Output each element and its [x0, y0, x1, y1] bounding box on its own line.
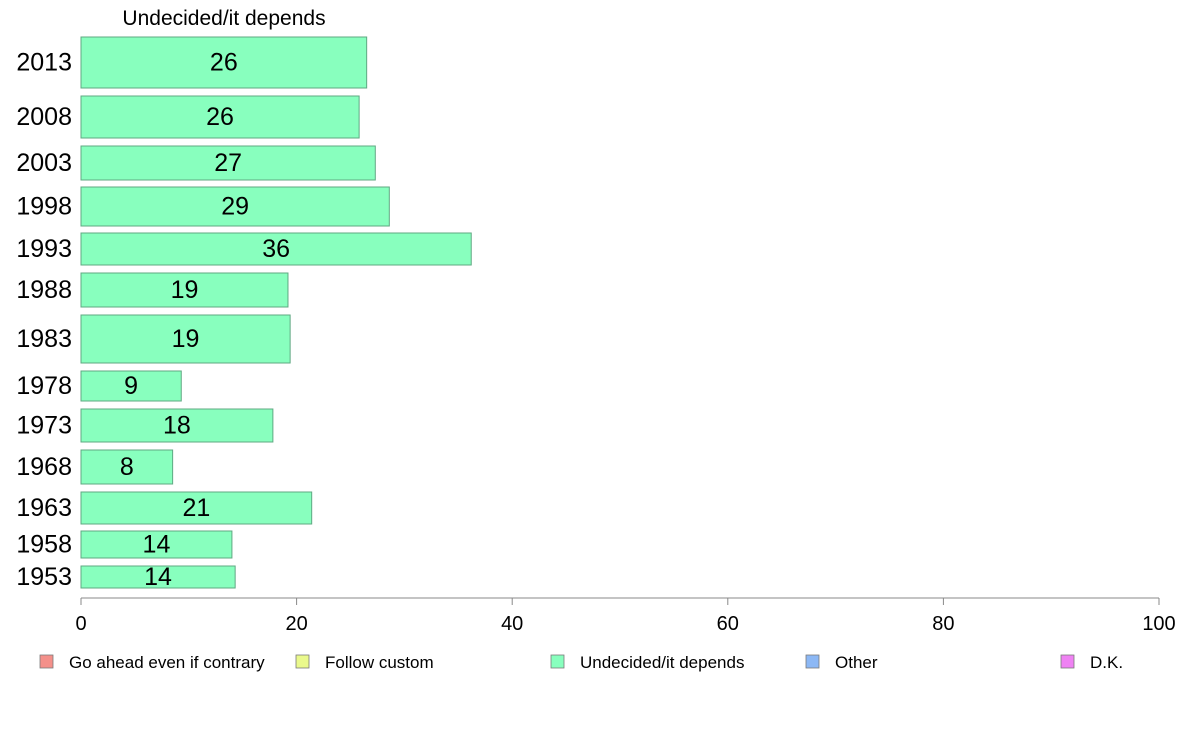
chart-title: Undecided/it depends [122, 7, 325, 30]
bar-2003 [80, 145, 376, 181]
category-label-1993: 1993 [16, 235, 72, 263]
bar-1968 [80, 449, 174, 485]
bar-1978 [80, 370, 182, 402]
legend-label-0: Go ahead even if contrary [69, 653, 265, 672]
value-label-1993: 36 [262, 235, 290, 263]
legend: Go ahead even if contrary Follow custom Un… [39, 653, 1123, 672]
value-label-1968: 8 [120, 453, 134, 481]
legend-swatch-3 [805, 654, 820, 669]
bar-1973 [80, 408, 274, 443]
bar-1988 [80, 272, 289, 308]
value-label-2008: 26 [206, 103, 234, 131]
category-label-1998: 1998 [16, 193, 72, 221]
category-label-1968: 1968 [16, 453, 72, 481]
category-label-2013: 2013 [16, 49, 72, 77]
category-label-1973: 1973 [16, 412, 72, 440]
x-tick-label-40: 40 [501, 613, 523, 635]
x-tick-label-0: 0 [75, 613, 86, 635]
legend-swatch-0 [39, 654, 54, 669]
legend-swatch-4 [1060, 654, 1075, 669]
legend-label-2: Undecided/it depends [580, 653, 744, 672]
category-label-2003: 2003 [16, 149, 72, 177]
category-label-1983: 1983 [16, 325, 72, 353]
value-label-1983: 19 [172, 325, 200, 353]
value-label-1953: 14 [144, 563, 172, 591]
x-axis: 0 20 40 60 80 100 [75, 597, 1176, 635]
legend-label-1: Follow custom [325, 653, 434, 672]
value-label-2013: 26 [210, 49, 238, 77]
value-label-1958: 14 [143, 531, 171, 559]
category-label-1958: 1958 [16, 531, 72, 559]
value-label-2003: 27 [214, 149, 242, 177]
x-tick-label-100: 100 [1142, 613, 1175, 635]
bar-1993 [80, 232, 472, 266]
category-label-1978: 1978 [16, 372, 72, 400]
category-label-1963: 1963 [16, 494, 72, 522]
x-tick-label-20: 20 [285, 613, 307, 635]
bar-1958 [80, 530, 233, 559]
bar-2008 [80, 95, 360, 139]
legend-swatch-1 [295, 654, 310, 669]
value-label-1988: 19 [171, 276, 199, 304]
bar-1998 [80, 186, 390, 227]
bar-1983 [80, 314, 291, 364]
legend-label-4: D.K. [1090, 653, 1123, 672]
bar-2013 [80, 36, 368, 89]
legend-swatch-2 [550, 654, 565, 669]
value-label-1973: 18 [163, 412, 191, 440]
category-label-1953: 1953 [16, 563, 72, 591]
value-label-1978: 9 [124, 372, 138, 400]
bar-1953 [80, 565, 236, 589]
bar-1963 [80, 491, 313, 525]
category-label-1988: 1988 [16, 276, 72, 304]
category-label-2008: 2008 [16, 103, 72, 131]
value-label-1998: 29 [221, 193, 249, 221]
legend-label-3: Other [835, 653, 878, 672]
value-label-1963: 21 [182, 494, 210, 522]
x-tick-label-80: 80 [932, 613, 954, 635]
x-tick-label-60: 60 [717, 613, 739, 635]
